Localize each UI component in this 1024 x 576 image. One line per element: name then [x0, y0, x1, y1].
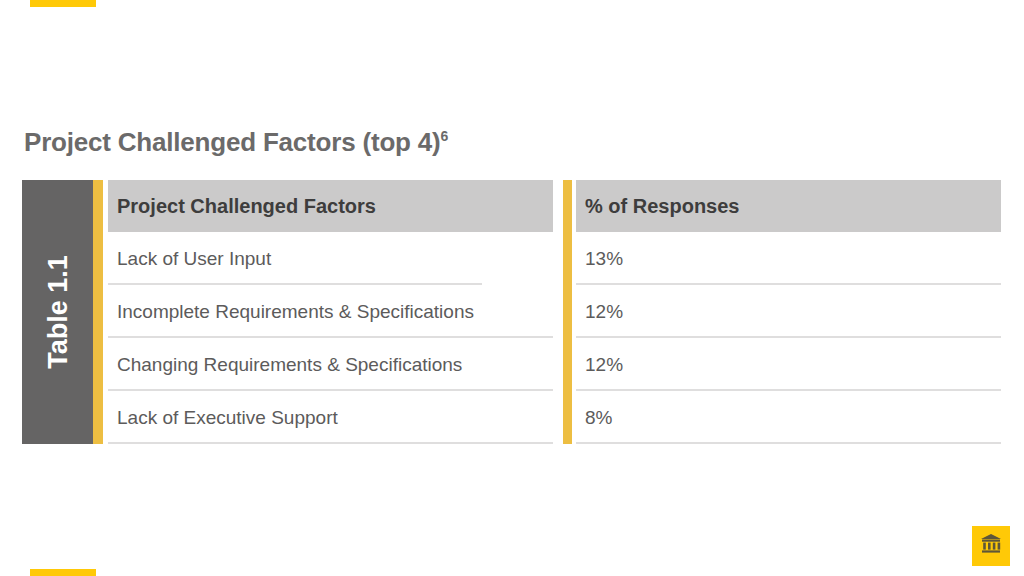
- factor-column-header: Project Challenged Factors: [108, 180, 553, 232]
- left-gold-stripe: [93, 180, 103, 444]
- table-label-sidebar: Table 1.1: [22, 180, 93, 444]
- table-row: Changing Requirements & Specifications: [108, 338, 553, 391]
- factor-cell: Incomplete Requirements & Specifications: [117, 301, 474, 323]
- table-row: 8%: [576, 391, 1001, 444]
- page-title-text: Project Challenged Factors (top 4): [24, 127, 441, 157]
- table-row: 12%: [576, 285, 1001, 338]
- factor-cell: Lack of Executive Support: [117, 407, 338, 429]
- bank-icon-button[interactable]: [972, 526, 1010, 566]
- table-row: 12%: [576, 338, 1001, 391]
- factor-cell: Changing Requirements & Specifications: [117, 354, 462, 376]
- bottom-accent-bar: [30, 569, 96, 576]
- page-title: Project Challenged Factors (top 4)6: [24, 127, 448, 158]
- table-row: Lack of Executive Support: [108, 391, 553, 444]
- percent-cell: 12%: [585, 354, 623, 376]
- table-row: Incomplete Requirements & Specifications: [108, 285, 553, 338]
- percent-cell: 12%: [585, 301, 623, 323]
- percent-column-header: % of Responses: [576, 180, 1001, 232]
- factor-cell: Lack of User Input: [117, 248, 271, 270]
- table-row: 13%: [576, 232, 1001, 285]
- table-label: Table 1.1: [42, 255, 73, 369]
- right-gold-stripe: [563, 180, 572, 444]
- factor-column: Project Challenged Factors Lack of User …: [108, 180, 553, 444]
- percent-cell: 8%: [585, 407, 612, 429]
- slide: Project Challenged Factors (top 4)6 Tabl…: [0, 0, 1024, 576]
- percent-column: % of Responses 13% 12% 12% 8%: [576, 180, 1001, 444]
- bank-icon: [979, 532, 1003, 560]
- row-divider: [108, 442, 553, 444]
- top-accent-bar: [30, 0, 96, 7]
- percent-cell: 13%: [585, 248, 623, 270]
- table-row: Lack of User Input: [108, 232, 553, 285]
- row-divider: [576, 442, 1001, 444]
- page-title-footnote-ref: 6: [441, 128, 449, 144]
